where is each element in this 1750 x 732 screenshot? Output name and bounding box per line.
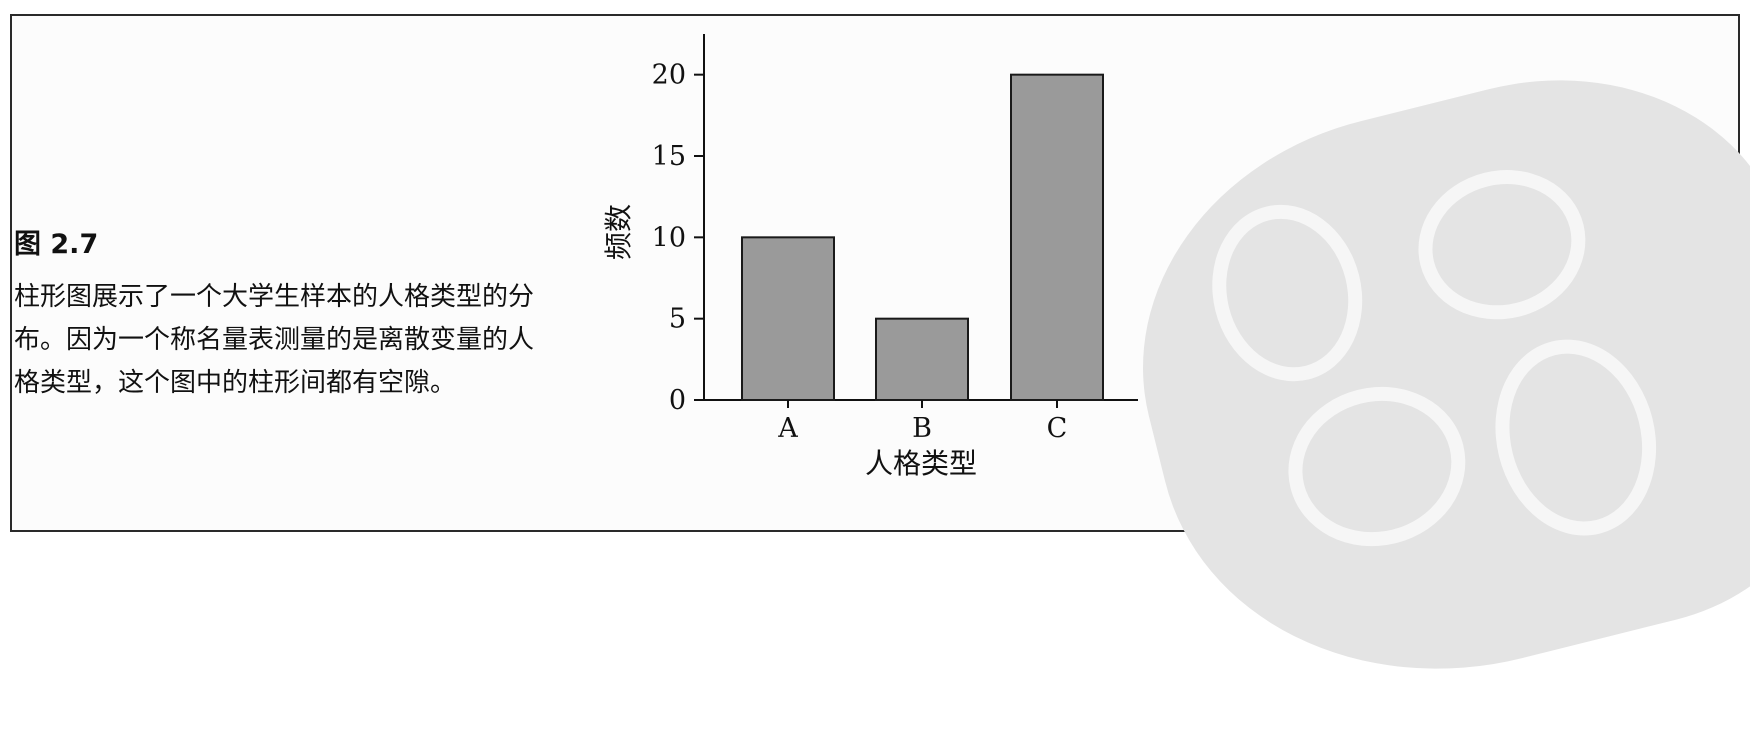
x-axis-title: 人格类型 <box>865 447 977 480</box>
bar-a <box>741 236 835 401</box>
bars <box>741 73 1104 402</box>
x-tick-labels: A B C <box>777 400 1067 444</box>
x-tick-label: A <box>777 413 798 444</box>
bar-b <box>875 317 969 401</box>
y-ticks: 0 5 10 15 20 <box>652 60 704 416</box>
caption-body: 柱形图展示了一个大学生样本的人格类型的分布。因为一个称名量表测量的是离散变量的人… <box>14 282 535 398</box>
y-tick-label: 5 <box>669 304 686 335</box>
bar-chart: 0 5 10 15 20 A B C 频数 人格类型 <box>602 34 1138 480</box>
bar-c <box>1010 73 1104 402</box>
y-tick-label: 20 <box>652 60 686 91</box>
x-tick-label: C <box>1047 413 1068 444</box>
y-tick-label: 0 <box>669 385 686 416</box>
y-axis-title: 频数 <box>602 204 635 260</box>
y-tick-label: 10 <box>652 222 686 253</box>
figure-caption: 图 2.7 柱形图展示了一个大学生样本的人格类型的分布。因为一个称名量表测量的是… <box>14 228 574 405</box>
x-tick-label: B <box>912 413 932 444</box>
y-tick-label: 15 <box>652 141 686 172</box>
caption-title: 图 2.7 <box>14 229 99 260</box>
